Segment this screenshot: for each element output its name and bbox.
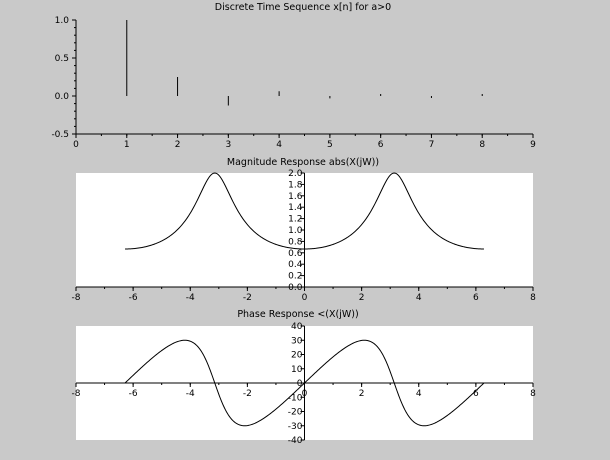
phase-plot-y-tick-labels: 40 30 20 10 0 -10 -20 -30 -40 [288,322,303,446]
stem-plot-x-tick-label: 1 [124,140,130,150]
y-tick-label: -20 [288,408,303,418]
phase-plot: Phase Response <(X(jW)) 403020100-10-20-… [72,309,537,446]
stem-plot: Discrete Time Sequence x[n] for a>0 1.0 0… [51,2,536,150]
stem-plot-x-tick-label: 6 [378,140,384,150]
y-tick-label: 0.2 [288,272,302,282]
x-tick-label: -4 [186,389,195,399]
x-tick-label: 8 [530,389,536,399]
y-tick-label: 30 [291,336,303,346]
stem-plot-x-tick-label: 5 [327,140,333,150]
y-tick-label: -40 [288,436,303,446]
y-tick-label: 1.2 [288,215,302,225]
stem-plot-stems [126,20,483,106]
x-tick-label: 0 [302,389,308,399]
x-tick-label: -8 [72,293,81,303]
stem-plot-y-tick-label: 0.5 [55,54,69,64]
y-tick-label: 1.6 [288,192,303,202]
y-tick-label: 40 [291,322,303,332]
stem-plot-y-tick-label: 1.0 [55,16,70,26]
x-tick-label: 2 [359,389,365,399]
y-tick-label: 0.6 [288,249,303,259]
stem-plot-x-tick-label: 8 [479,140,485,150]
phase-plot-title: Phase Response <(X(jW)) [237,309,358,320]
y-tick-label: 10 [291,365,303,375]
stem-plot-x-tick-label: 3 [225,140,231,150]
magnitude-plot-title: Magnitude Response abs(X(jW)) [227,157,379,168]
y-tick-label: -10 [288,393,303,403]
x-tick-label: 4 [416,389,422,399]
stem-plot-title: Discrete Time Sequence x[n] for a>0 [215,2,391,13]
stem-plot-y-tick-labels: 1.0 0.5 0.0 -0.5 [51,16,69,140]
phase-plot-x-tick-labels: -8 -6 -4 -2 0 2 4 6 8 [72,389,537,399]
magnitude-plot: Magnitude Response abs(X(jW)) 2.01.81.61… [72,157,537,303]
y-tick-label: 1.4 [288,203,303,213]
stem-plot-x-tick-label: 7 [429,140,435,150]
stem-plot-x-tick-label: 9 [530,140,536,150]
x-tick-label: 8 [530,293,536,303]
x-tick-label: 4 [416,293,422,303]
x-tick-label: -2 [243,293,252,303]
x-tick-label: 6 [473,389,479,399]
phase-curve [124,339,485,427]
y-tick-label: 20 [291,351,303,361]
magnitude-plot-axes [75,172,534,291]
x-tick-label: 0 [302,293,308,303]
x-tick-label: 2 [359,293,365,303]
y-tick-label: 0.0 [288,283,303,293]
x-tick-label: -6 [129,293,138,303]
magnitude-plot-y-tick-labels: 2.01.8 1.61.4 1.21.00.8 0.60.4 0.20.0 [288,169,303,293]
stem-plot-x-tick-labels: 0 1 2 3 4 5 6 7 8 9 [73,140,536,150]
y-tick-label: -30 [288,422,303,432]
stem-plot-x-tick-label: 0 [73,140,79,150]
y-tick-label: 0 [297,379,303,389]
stem-plot-axes [72,19,534,138]
y-tick-label: 1.8 [288,180,303,190]
y-tick-label: 0.4 [288,260,303,270]
x-tick-label: 6 [473,293,479,303]
stem-plot-y-tick-label: 0.0 [55,92,70,102]
magnitude-plot-x-tick-labels: -8 -6 -4 -2 0 2 4 6 8 [72,293,537,303]
x-tick-label: -4 [186,293,195,303]
stem-plot-x-tick-label: 4 [276,140,282,150]
stem-plot-y-tick-label: -0.5 [51,130,69,140]
y-tick-label: 0.8 [288,237,303,247]
x-tick-label: -2 [243,389,252,399]
x-tick-label: -6 [129,389,138,399]
y-tick-label: 1.0 [288,226,303,236]
magnitude-curve [125,172,484,250]
stem-plot-x-tick-label: 2 [175,140,181,150]
x-tick-label: -8 [72,389,81,399]
y-tick-label: 2.0 [288,169,303,179]
